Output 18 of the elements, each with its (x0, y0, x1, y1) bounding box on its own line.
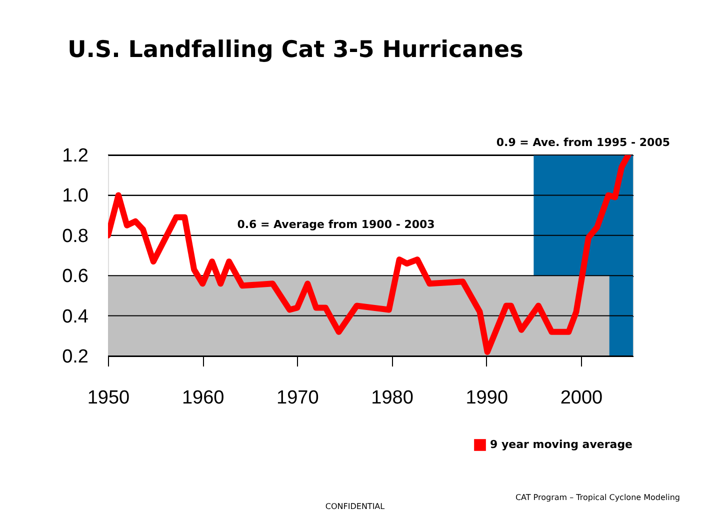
x-tick-label: 1970 (276, 388, 319, 408)
y-tick-label: 1.2 (62, 146, 88, 166)
x-tick-label: 1960 (182, 388, 224, 408)
x-tick-label: 1990 (466, 388, 508, 408)
x-tick-label: 1980 (371, 388, 414, 408)
text: CAT Program – Tropical Cyclone Modeling (515, 493, 680, 502)
x-tick-label: 1950 (87, 388, 130, 408)
chart-title: U.S. Landfalling Cat 3-5 Hurricanes (68, 37, 524, 63)
y-tick-label: 0.4 (62, 306, 89, 328)
y-tick-label: 0.2 (62, 346, 88, 368)
text: 0.9 = Ave. from 1995 - 2005 (496, 136, 670, 149)
y-tick-label: 1.0 (62, 186, 88, 207)
y-tick-label: 0.8 (62, 226, 88, 247)
text: CONFIDENTIAL (325, 502, 386, 511)
y-tick-label: 0.6 (62, 266, 88, 288)
legend-label: 9 year moving average (490, 438, 633, 451)
annotation: 0.6 = Average from 1900 - 2003 (237, 218, 435, 231)
x-tick-label: 2000 (560, 388, 603, 408)
